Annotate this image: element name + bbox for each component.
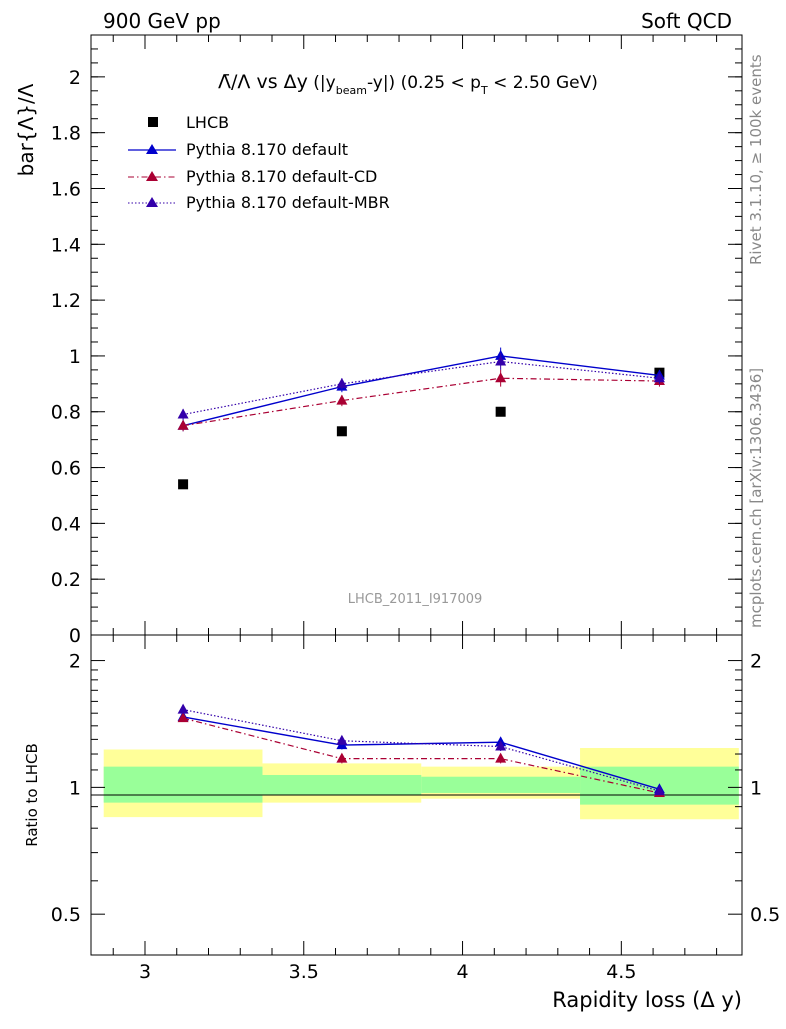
legend-marker-lhcb: [148, 117, 158, 127]
main-y-tick-label: 1.4: [51, 234, 81, 256]
ratio-frame: [90, 634, 743, 956]
ratio-y-tick-label: 2: [69, 651, 81, 673]
main-x-ticks: [112, 35, 718, 635]
main-series-line-1: [182, 355, 660, 427]
ratio-plot-layer: [177, 703, 665, 797]
main-panel: 0 0.2 0.4 0.6 0.8 1 1.2 1.4 1.6 1.8 2 bar{Λ}/Λ Λ̄/…: [14, 34, 743, 647]
title-paren2: -y|): [367, 73, 395, 93]
main-y-tick-label: 1: [69, 346, 81, 368]
main-y-tick-label: 2: [69, 67, 81, 89]
main-y-tick-label: 1.2: [51, 290, 81, 312]
ratio-series-line-1: [182, 717, 660, 794]
ratio-y-axis-label: Ratio to LHCB: [23, 743, 41, 847]
main-data-point: [177, 419, 189, 430]
legend: LHCB Pythia 8.170 default Pythia 8.170 d…: [128, 113, 390, 212]
main-data-point: [336, 377, 348, 388]
main-data-point: [495, 406, 506, 417]
legend-marker-mbr: [146, 197, 158, 207]
ratio-y-tick-label: 0.5: [51, 904, 81, 926]
main-y-ticks: 0 0.2 0.4 0.6 0.8 1 1.2 1.4 1.6 1.8 2: [51, 48, 742, 647]
main-series-line-2: [182, 377, 660, 427]
rivet-version-label: Rivet 3.1.10, ≥ 100k events: [747, 54, 765, 265]
ratio-band-green: [262, 774, 422, 795]
ratio-data-point: [653, 785, 665, 796]
main-y-tick-label: 0.6: [51, 458, 81, 480]
title-range1: (0.25 < p: [395, 73, 481, 93]
x-tick-label: 3: [139, 961, 151, 983]
title-paren1: (|y: [308, 73, 336, 93]
analysis-id-watermark: LHCB_2011_I917009: [348, 592, 483, 607]
legend-label-cd: Pythia 8.170 default-CD: [186, 167, 377, 186]
main-series-line-3: [182, 360, 660, 416]
x-tick-label: 4.5: [606, 961, 636, 983]
ratio-x-ticks: 3 3.5 4 4.5: [112, 635, 718, 983]
ratio-band-green: [103, 766, 263, 803]
ratio-panel: 0.5 0.5 1 1 2 2 3 3.5 4 4.5 Ratio to LHCB Rapidi…: [23, 634, 780, 1012]
legend-marker-cd: [146, 171, 158, 181]
main-plot-layer: [177, 347, 665, 490]
main-data-point: [495, 355, 507, 366]
ratio-y-ticks: 0.5 0.5 1 1 2 2: [51, 651, 780, 927]
x-axis-label: Rapidity loss (Δ y): [552, 988, 742, 1012]
ratio-y-tick-label-right: 1: [750, 777, 762, 799]
ratio-y-tick-label-right: 2: [750, 651, 762, 673]
main-title: Λ̄/Λ vs Δy (|ybeam-y|) (0.25 < pT < 2.50…: [218, 71, 598, 97]
main-y-tick-label: 1.6: [51, 178, 81, 200]
main-data-point: [336, 426, 347, 437]
header-left-label: 900 GeV pp: [103, 9, 221, 33]
main-y-axis-label: bar{Λ}/Λ: [14, 83, 38, 176]
ratio-y-tick-label: 1: [69, 777, 81, 799]
title-beam-sub: beam: [336, 84, 367, 97]
title-range2: < 2.50 GeV): [488, 73, 598, 93]
title-vs: vs: [250, 71, 283, 93]
legend-label-default: Pythia 8.170 default: [186, 140, 348, 159]
main-data-point: [178, 479, 189, 490]
ratio-data-point: [177, 703, 189, 714]
legend-label-mbr: Pythia 8.170 default-MBR: [186, 193, 390, 212]
main-data-point: [653, 372, 665, 383]
main-y-tick-label: 0.4: [51, 513, 81, 535]
ratio-data-point: [495, 752, 507, 763]
legend-marker-default: [146, 144, 158, 154]
legend-label-lhcb: LHCB: [186, 113, 229, 132]
main-data-point: [177, 408, 189, 419]
main-y-tick-label: 0: [69, 625, 81, 647]
main-y-tick-label: 1.8: [51, 123, 81, 145]
ratio-series-line-0: [182, 716, 660, 790]
x-tick-label: 4: [456, 961, 468, 983]
main-y-tick-label: 0.8: [51, 402, 81, 424]
title-pt-sub: T: [480, 84, 488, 97]
ratio-y-tick-label-right: 0.5: [750, 904, 780, 926]
x-tick-label: 3.5: [289, 961, 319, 983]
ratio-data-point: [336, 734, 348, 745]
ratio-series-line-2: [182, 708, 660, 792]
main-data-point: [495, 372, 507, 383]
title-dy: Δy: [284, 71, 308, 93]
mcplots-reference-label: mcplots.cern.ch [arXiv:1306.3436]: [747, 368, 765, 628]
main-data-point: [336, 394, 348, 405]
ratio-data-point: [495, 740, 507, 751]
header-right-label: Soft QCD: [641, 9, 732, 33]
ratio-data-point: [177, 712, 189, 723]
main-y-tick-label: 0.2: [51, 569, 81, 591]
ratio-data-point: [336, 752, 348, 763]
ratio-band-green: [421, 776, 581, 793]
title-ratio: Λ̄/Λ: [218, 71, 250, 93]
